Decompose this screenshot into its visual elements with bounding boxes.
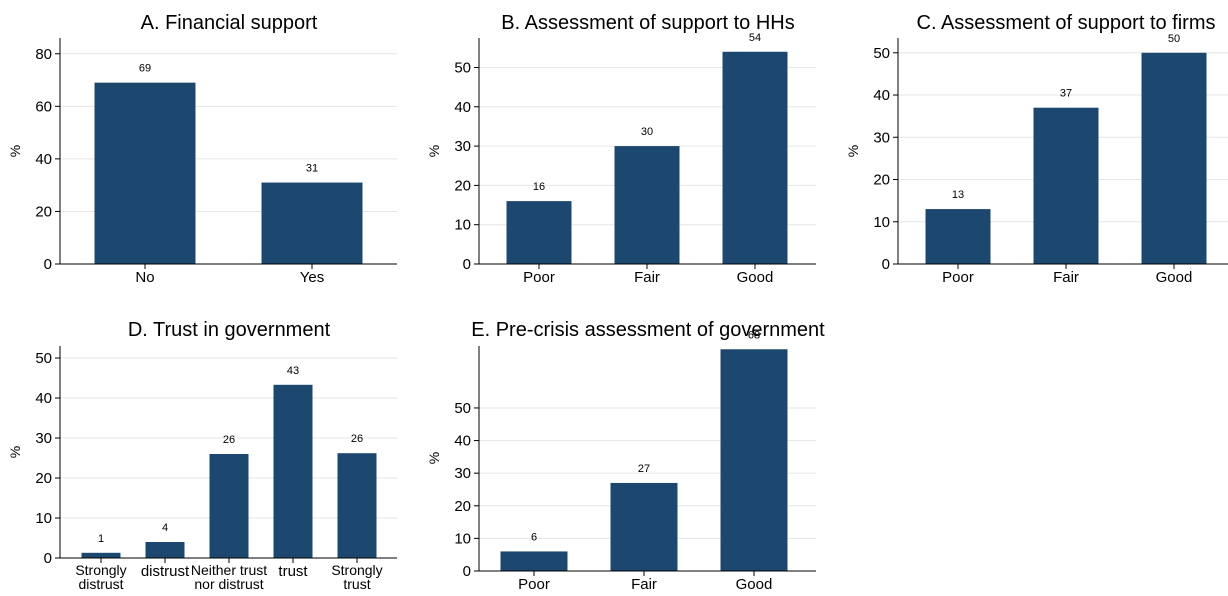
data-label: 69 — [139, 63, 151, 75]
y-tick-label: 0 — [463, 563, 471, 580]
bar — [273, 384, 313, 558]
data-label: 16 — [533, 181, 545, 193]
bar — [81, 552, 121, 558]
y-tick-label: 20 — [454, 177, 471, 194]
bar — [720, 349, 788, 571]
data-label: 37 — [1060, 88, 1072, 100]
bar — [337, 453, 377, 558]
category-label: Poor — [523, 269, 555, 286]
y-tick-label: 0 — [463, 256, 471, 273]
data-label: 27 — [638, 463, 650, 475]
y-tick-label: 0 — [44, 256, 52, 273]
y-tick-label: 40 — [454, 433, 471, 450]
category-label: Strongly — [331, 562, 382, 578]
category-label: Good — [737, 269, 774, 286]
y-tick-label: 30 — [454, 138, 471, 155]
y-tick-label: 60 — [35, 98, 52, 115]
data-label: 26 — [223, 434, 235, 446]
category-label: Poor — [518, 576, 550, 591]
y-tick-label: 0 — [44, 550, 52, 567]
y-tick-label: 30 — [35, 430, 52, 447]
y-axis-label: % — [426, 145, 442, 157]
category-label: Poor — [942, 269, 974, 286]
y-tick-label: 30 — [873, 129, 890, 146]
category-label: Strongly — [75, 562, 126, 578]
data-label: 68 — [748, 329, 760, 341]
y-tick-label: 50 — [873, 45, 890, 62]
chart-title: B. Assessment of support to HHs — [501, 12, 794, 34]
chart-title: D. Trust in government — [128, 319, 331, 341]
y-tick-label: 20 — [873, 172, 890, 189]
bar — [925, 209, 991, 264]
data-label: 54 — [749, 32, 761, 44]
y-tick-label: 10 — [35, 510, 52, 527]
y-axis-label: % — [7, 446, 23, 458]
bar — [209, 454, 249, 558]
chart-panel-5: 6 Poor 27 Fair 68 Good 0 10 20 30 40 50% E. Pre-cris… — [426, 319, 825, 593]
bar — [500, 551, 568, 571]
category-label: Fair — [634, 269, 660, 286]
category-label: Yes — [300, 269, 324, 286]
category-label: distrust — [78, 576, 123, 591]
data-label: 4 — [162, 522, 168, 534]
y-tick-label: 10 — [873, 214, 890, 231]
category-label: Neither trust — [191, 562, 267, 578]
bar — [506, 201, 572, 264]
chart-title: A. Financial support — [141, 12, 318, 34]
bar — [261, 182, 363, 264]
category-label: trust — [278, 563, 308, 580]
y-axis-label: % — [426, 452, 442, 464]
y-axis-label: % — [845, 145, 861, 157]
category-label: Good — [736, 576, 773, 591]
bar — [610, 482, 678, 571]
bar — [1141, 52, 1207, 264]
data-label: 43 — [287, 365, 299, 377]
y-tick-label: 0 — [882, 256, 890, 273]
y-tick-label: 20 — [454, 498, 471, 515]
y-tick-label: 10 — [454, 217, 471, 234]
y-tick-label: 40 — [35, 390, 52, 407]
y-tick-label: 40 — [454, 99, 471, 116]
chart-panel-3: 13 Poor 37 Fair 50 Good 0 10 20 30 40 50% C. Assessm… — [845, 12, 1228, 286]
y-tick-label: 30 — [454, 465, 471, 482]
y-tick-label: 20 — [35, 203, 52, 220]
y-tick-label: 50 — [454, 400, 471, 417]
category-label: No — [135, 269, 154, 286]
data-label: 26 — [351, 433, 363, 445]
y-tick-label: 40 — [873, 87, 890, 104]
y-tick-label: 50 — [454, 59, 471, 76]
data-label: 6 — [531, 531, 537, 543]
y-axis-label: % — [7, 145, 23, 157]
y-tick-label: 50 — [35, 350, 52, 367]
y-tick-label: 80 — [35, 46, 52, 63]
y-tick-label: 20 — [35, 470, 52, 487]
category-label: Fair — [1053, 269, 1079, 286]
data-label: 30 — [641, 126, 653, 138]
category-label: trust — [343, 576, 370, 591]
data-label: 1 — [98, 533, 104, 545]
bar — [145, 542, 185, 558]
chart-panel-2: 16 Poor 30 Fair 54 Good 0 10 20 30 40 50% B. Assessm… — [426, 12, 816, 286]
y-tick-label: 40 — [35, 151, 52, 168]
bar — [722, 51, 788, 264]
category-label: Fair — [631, 576, 657, 591]
bar — [614, 146, 680, 264]
category-label: distrust — [141, 563, 190, 580]
y-tick-label: 10 — [454, 530, 471, 547]
data-label: 50 — [1168, 33, 1180, 45]
bar — [1033, 107, 1099, 265]
data-label: 31 — [306, 163, 318, 175]
chart-panel-1: 69 No 31 Yes 0 20 40 60 80% A. Financial support — [7, 12, 397, 286]
data-label: 13 — [952, 189, 964, 201]
chart-title: E. Pre-crisis assessment of government — [471, 319, 825, 341]
category-label: nor distrust — [194, 576, 263, 591]
chart-title: C. Assessment of support to firms — [917, 12, 1216, 34]
bar — [94, 82, 196, 265]
category-label: Good — [1156, 269, 1193, 286]
